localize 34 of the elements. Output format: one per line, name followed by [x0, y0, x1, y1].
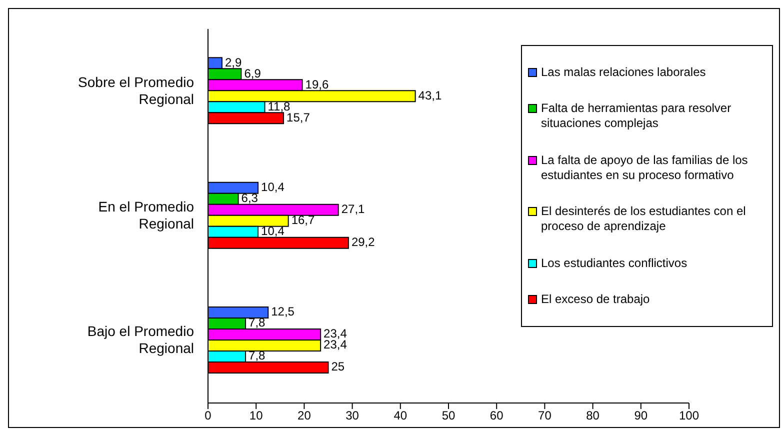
legend-label: La falta de apoyo de las familias de los estudiantes en su proceso formativo [541, 152, 749, 183]
data-label: 6,9 [244, 66, 262, 80]
data-label: 27,1 [341, 202, 366, 216]
legend-label: Las malas relaciones laborales [541, 64, 706, 80]
data-label: 10,4 [261, 180, 285, 194]
x-tick-label: 30 [346, 408, 360, 423]
data-label: 16,7 [291, 213, 316, 228]
legend-label: Los estudiantes conflictivos [541, 256, 688, 271]
x-tick-label: 80 [586, 408, 600, 423]
y-tick-label: En el Promedio Regional [98, 198, 194, 232]
y-tick-label: Bajo el Promedio Regional [87, 322, 194, 356]
data-label: 19,6 [305, 77, 329, 92]
data-label: 12,5 [271, 304, 295, 319]
x-tick-label: 10 [249, 408, 264, 423]
data-label: 7,8 [248, 348, 266, 363]
data-label: 2,9 [224, 55, 242, 70]
data-label: 25 [331, 360, 345, 374]
x-tick-label: 90 [634, 408, 648, 423]
x-tick-label: 70 [538, 408, 552, 423]
legend-label: El exceso de trabajo [541, 292, 650, 308]
x-tick-label: 50 [442, 408, 456, 423]
data-label: 43,1 [418, 88, 442, 102]
data-label: 6,3 [241, 191, 258, 206]
data-label: 10,4 [261, 224, 285, 238]
data-label: 7,8 [248, 316, 266, 330]
y-tick-label: Sobre el Promedio Regional [78, 74, 194, 107]
x-tick-label: 20 [298, 408, 312, 423]
x-tick-label: 0 [204, 408, 212, 423]
data-label: 29,2 [351, 235, 376, 250]
x-tick-label: 60 [490, 408, 504, 423]
legend-label: Falta de herramientas para resolver situaciones complejas [541, 101, 732, 132]
x-tick-label: 40 [394, 408, 408, 423]
legend-label: El desinterés de los estudiantes con el proceso de aprendizaje [541, 204, 747, 234]
x-tick-label: 100 [678, 408, 700, 423]
